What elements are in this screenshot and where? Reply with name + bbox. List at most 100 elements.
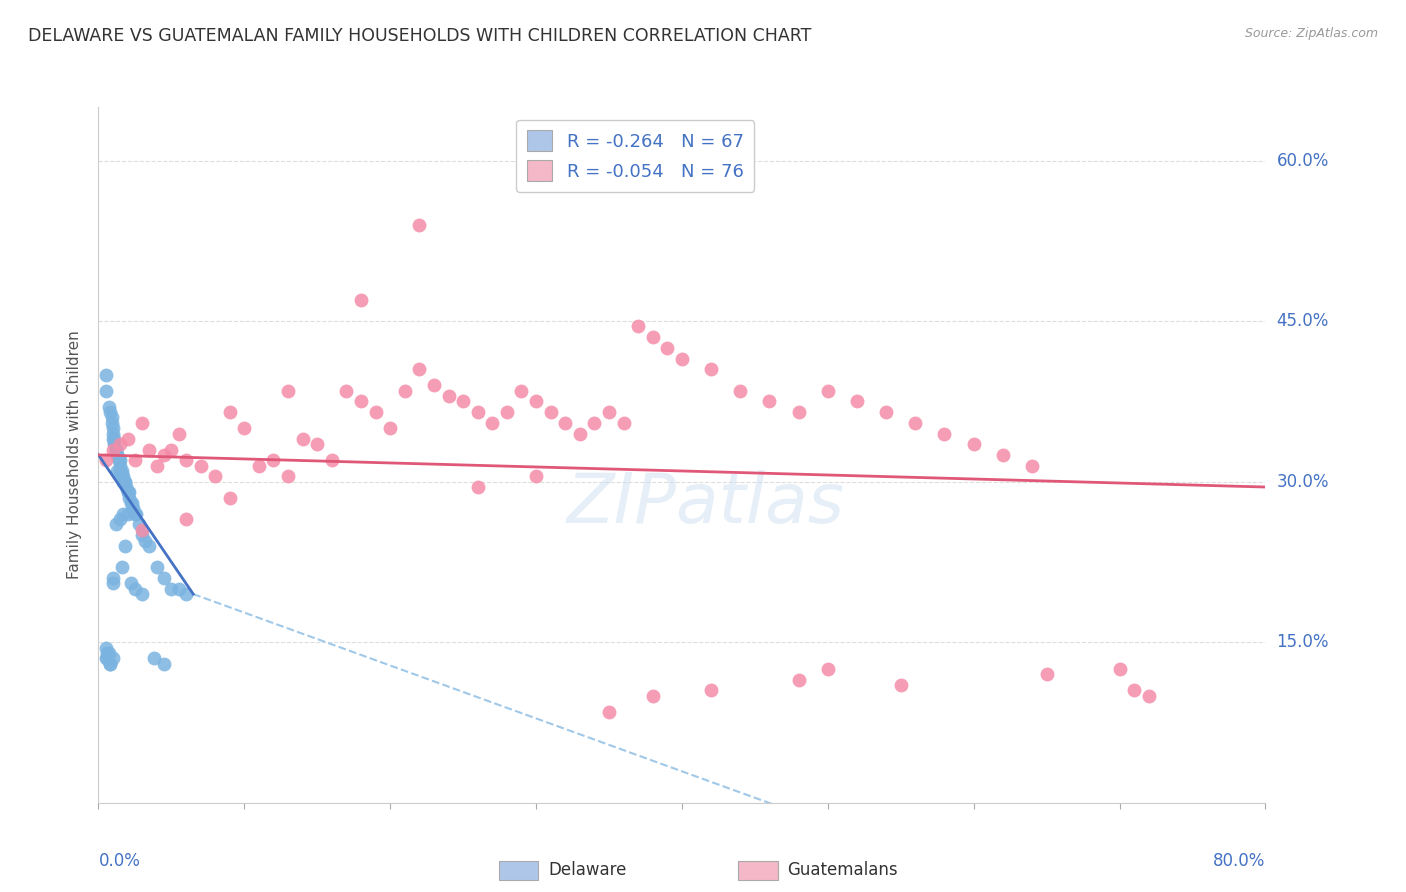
Point — [131, 587, 153, 601]
Point — [146, 560, 169, 574]
Point — [101, 651, 124, 665]
Point — [845, 394, 868, 409]
Point — [94, 384, 117, 398]
Point — [1123, 683, 1146, 698]
Point — [204, 469, 226, 483]
Point — [378, 421, 402, 435]
Text: 80.0%: 80.0% — [1213, 852, 1265, 870]
Point — [167, 426, 190, 441]
Point — [97, 646, 120, 660]
Point — [112, 475, 135, 489]
Point — [105, 448, 128, 462]
Point — [121, 496, 143, 510]
Text: Delaware: Delaware — [548, 861, 627, 879]
Point — [190, 458, 212, 473]
Point — [117, 485, 139, 500]
Point — [138, 539, 160, 553]
Point — [94, 368, 117, 382]
Point — [118, 491, 141, 505]
Text: Source: ZipAtlas.com: Source: ZipAtlas.com — [1244, 27, 1378, 40]
Point — [307, 437, 329, 451]
Point — [96, 646, 118, 660]
Point — [117, 485, 139, 500]
Point — [423, 378, 446, 392]
Point — [904, 416, 927, 430]
Point — [540, 405, 562, 419]
Point — [641, 689, 664, 703]
Point — [467, 405, 489, 419]
Point — [991, 448, 1014, 462]
Point — [233, 421, 256, 435]
Point — [787, 405, 810, 419]
Point — [495, 405, 517, 419]
Point — [787, 673, 810, 687]
Point — [1137, 689, 1160, 703]
Point — [962, 437, 984, 451]
Point — [1021, 458, 1043, 473]
Text: 15.0%: 15.0% — [1277, 633, 1329, 651]
Point — [153, 657, 176, 671]
Point — [110, 437, 132, 451]
Point — [524, 394, 547, 409]
Point — [118, 485, 141, 500]
Point — [583, 416, 606, 430]
Point — [1035, 667, 1057, 681]
Point — [247, 458, 270, 473]
Point — [467, 480, 489, 494]
Point — [364, 405, 387, 419]
Point — [350, 293, 373, 307]
Point — [350, 394, 373, 409]
Point — [408, 218, 430, 232]
Text: 60.0%: 60.0% — [1277, 152, 1329, 169]
Point — [98, 657, 121, 671]
Point — [104, 442, 127, 457]
Point — [598, 705, 620, 719]
Point — [98, 657, 121, 671]
Point — [134, 533, 156, 548]
Point — [124, 582, 146, 596]
Point — [117, 432, 139, 446]
Point — [131, 528, 153, 542]
Point — [125, 507, 148, 521]
Point — [115, 480, 138, 494]
Point — [612, 416, 634, 430]
Point — [335, 384, 357, 398]
Point — [890, 678, 912, 692]
Point — [105, 464, 128, 478]
Point — [94, 640, 117, 655]
Point — [160, 582, 183, 596]
Point — [408, 362, 430, 376]
Point — [167, 582, 190, 596]
Point — [262, 453, 284, 467]
Point — [114, 539, 136, 553]
Point — [817, 384, 839, 398]
Point — [641, 330, 664, 344]
Point — [108, 453, 131, 467]
Point — [568, 426, 591, 441]
Point — [101, 432, 124, 446]
Point — [131, 416, 153, 430]
Point — [554, 416, 576, 430]
Point — [700, 683, 723, 698]
Point — [510, 384, 533, 398]
Point — [98, 405, 121, 419]
Point — [598, 405, 620, 419]
Point — [153, 448, 176, 462]
Point — [108, 453, 131, 467]
Point — [627, 319, 650, 334]
Point — [394, 384, 416, 398]
Point — [101, 576, 124, 591]
Text: 0.0%: 0.0% — [98, 852, 141, 870]
Point — [111, 560, 134, 574]
Point — [437, 389, 460, 403]
Point — [101, 421, 124, 435]
Point — [817, 662, 839, 676]
Point — [97, 400, 120, 414]
Point — [131, 523, 153, 537]
Point — [110, 512, 132, 526]
Point — [101, 442, 124, 457]
Point — [875, 405, 897, 419]
Point — [114, 475, 136, 489]
Point — [138, 442, 160, 457]
Point — [218, 405, 240, 419]
